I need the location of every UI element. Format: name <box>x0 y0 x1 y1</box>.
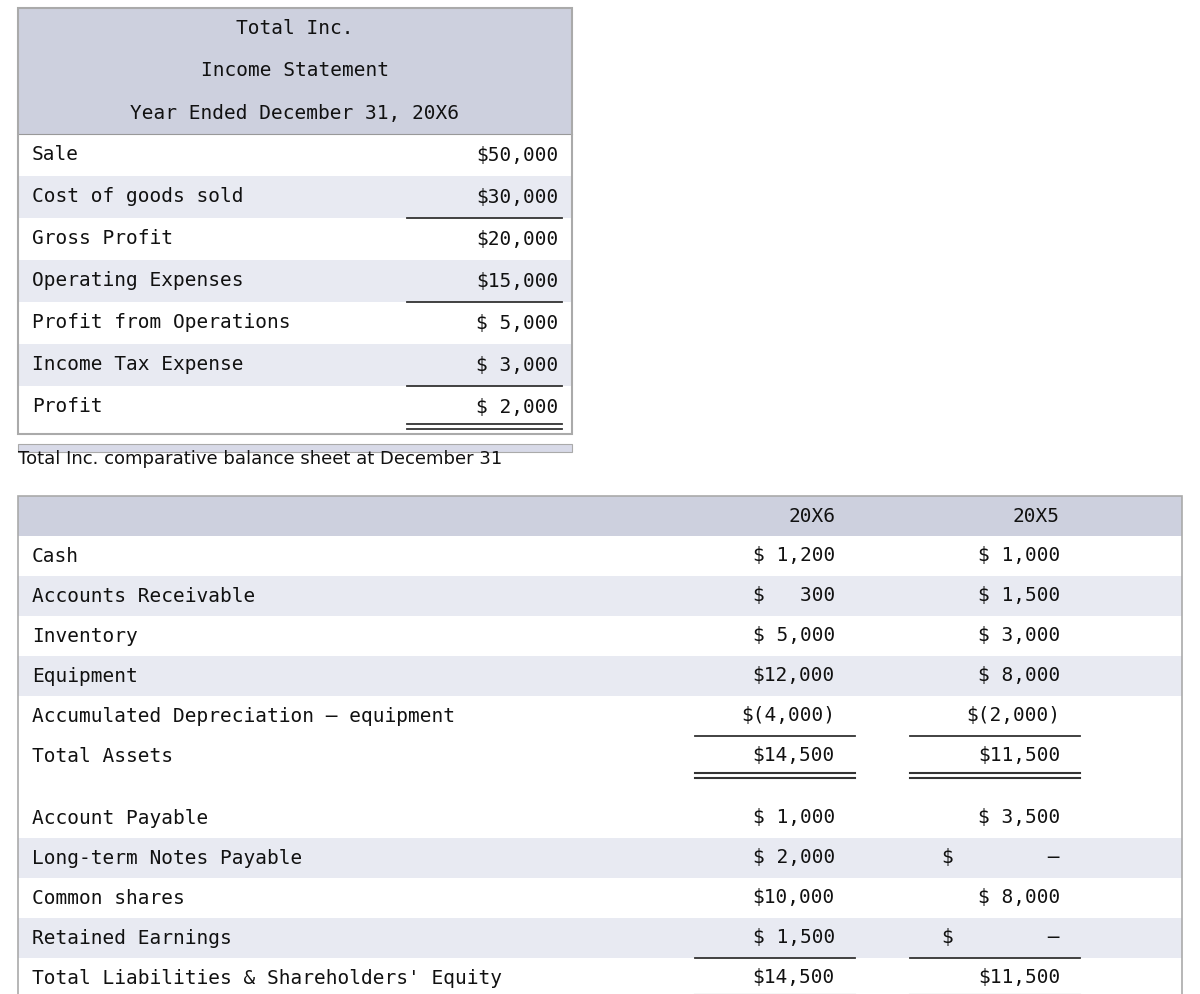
FancyBboxPatch shape <box>18 8 572 134</box>
Text: $14,500: $14,500 <box>752 746 835 765</box>
Text: Sale: Sale <box>32 145 79 164</box>
Text: Total Assets: Total Assets <box>32 746 173 765</box>
FancyBboxPatch shape <box>18 176 572 218</box>
FancyBboxPatch shape <box>18 958 1182 994</box>
Text: Total Liabilities & Shareholders' Equity: Total Liabilities & Shareholders' Equity <box>32 968 502 987</box>
Text: $20,000: $20,000 <box>475 230 558 248</box>
Text: Long-term Notes Payable: Long-term Notes Payable <box>32 849 302 868</box>
FancyBboxPatch shape <box>18 616 1182 656</box>
Text: $ 8,000: $ 8,000 <box>978 667 1060 686</box>
FancyBboxPatch shape <box>18 696 1182 736</box>
Text: $ 1,200: $ 1,200 <box>752 547 835 566</box>
Text: Year Ended December 31, 20X6: Year Ended December 31, 20X6 <box>131 103 460 122</box>
FancyBboxPatch shape <box>18 344 572 386</box>
Text: $(4,000): $(4,000) <box>742 707 835 726</box>
Text: $15,000: $15,000 <box>475 271 558 290</box>
Text: 20X5: 20X5 <box>1013 507 1060 526</box>
Text: Profit: Profit <box>32 398 102 416</box>
Text: $ 1,500: $ 1,500 <box>752 928 835 947</box>
FancyBboxPatch shape <box>18 536 1182 576</box>
Text: Income Tax Expense: Income Tax Expense <box>32 356 244 375</box>
Text: $ 8,000: $ 8,000 <box>978 889 1060 908</box>
Text: Total Inc.: Total Inc. <box>236 20 354 39</box>
Text: $ 1,000: $ 1,000 <box>752 808 835 827</box>
Text: Retained Earnings: Retained Earnings <box>32 928 232 947</box>
Text: Accumulated Depreciation – equipment: Accumulated Depreciation – equipment <box>32 707 455 726</box>
FancyBboxPatch shape <box>18 838 1182 878</box>
Text: 20X6: 20X6 <box>788 507 835 526</box>
FancyBboxPatch shape <box>18 878 1182 918</box>
Text: Operating Expenses: Operating Expenses <box>32 271 244 290</box>
FancyBboxPatch shape <box>18 918 1182 958</box>
Text: Cash: Cash <box>32 547 79 566</box>
FancyBboxPatch shape <box>18 260 572 302</box>
FancyBboxPatch shape <box>18 218 572 260</box>
Text: $ 2,000: $ 2,000 <box>752 849 835 868</box>
Text: $        –: $ – <box>942 928 1060 947</box>
Text: $50,000: $50,000 <box>475 145 558 164</box>
Text: $14,500: $14,500 <box>752 968 835 987</box>
Text: Income Statement: Income Statement <box>202 62 389 81</box>
Text: Account Payable: Account Payable <box>32 808 209 827</box>
Text: $   300: $ 300 <box>752 586 835 605</box>
Text: Accounts Receivable: Accounts Receivable <box>32 586 256 605</box>
Text: $ 3,500: $ 3,500 <box>978 808 1060 827</box>
Text: $10,000: $10,000 <box>752 889 835 908</box>
FancyBboxPatch shape <box>18 496 1182 536</box>
FancyBboxPatch shape <box>18 576 1182 616</box>
Text: $        –: $ – <box>942 849 1060 868</box>
FancyBboxPatch shape <box>18 386 572 428</box>
FancyBboxPatch shape <box>18 736 1182 776</box>
FancyBboxPatch shape <box>18 302 572 344</box>
Text: $11,500: $11,500 <box>978 968 1060 987</box>
FancyBboxPatch shape <box>18 656 1182 696</box>
Text: $ 3,000: $ 3,000 <box>978 626 1060 645</box>
Text: $ 3,000: $ 3,000 <box>475 356 558 375</box>
FancyBboxPatch shape <box>18 134 572 176</box>
Text: Inventory: Inventory <box>32 626 138 645</box>
Text: $30,000: $30,000 <box>475 188 558 207</box>
Text: $ 1,000: $ 1,000 <box>978 547 1060 566</box>
Text: $ 5,000: $ 5,000 <box>752 626 835 645</box>
Text: $ 5,000: $ 5,000 <box>475 313 558 333</box>
Text: $(2,000): $(2,000) <box>966 707 1060 726</box>
Text: Cost of goods sold: Cost of goods sold <box>32 188 244 207</box>
Text: $11,500: $11,500 <box>978 746 1060 765</box>
Text: $ 1,500: $ 1,500 <box>978 586 1060 605</box>
Text: Gross Profit: Gross Profit <box>32 230 173 248</box>
Text: Profit from Operations: Profit from Operations <box>32 313 290 333</box>
Text: Equipment: Equipment <box>32 667 138 686</box>
Text: Total Inc. comparative balance sheet at December 31: Total Inc. comparative balance sheet at … <box>18 450 503 468</box>
Text: $ 2,000: $ 2,000 <box>475 398 558 416</box>
FancyBboxPatch shape <box>18 444 572 452</box>
FancyBboxPatch shape <box>18 798 1182 838</box>
Text: Common shares: Common shares <box>32 889 185 908</box>
Text: $12,000: $12,000 <box>752 667 835 686</box>
